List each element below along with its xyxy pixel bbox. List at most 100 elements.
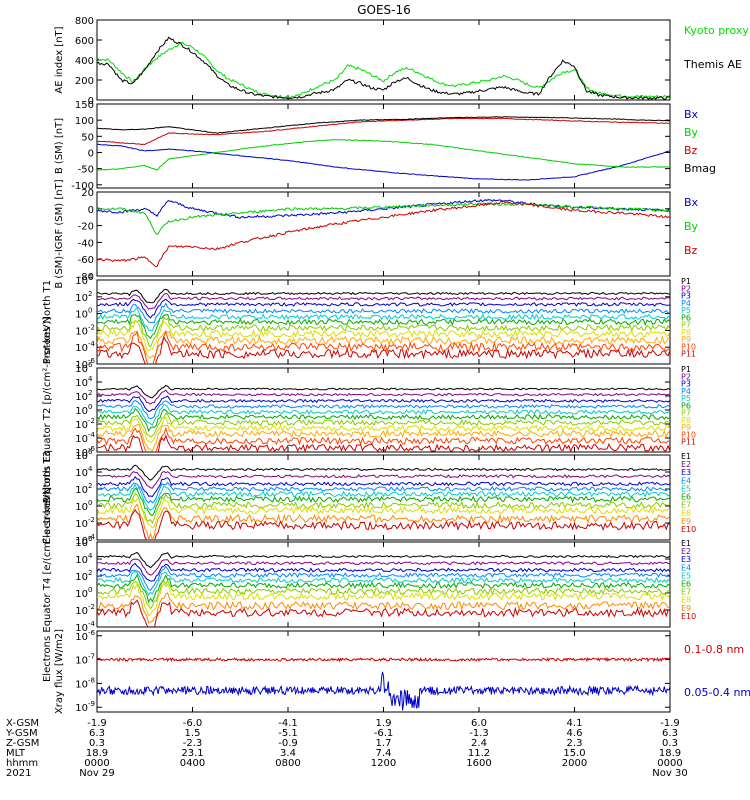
channel-line-p7 xyxy=(97,412,670,438)
legend-p1: P1 xyxy=(681,277,691,286)
y-tick-label: 10 xyxy=(75,392,88,403)
legend-p9: P9 xyxy=(681,335,691,344)
ephem-value: 7.4 xyxy=(376,748,392,759)
legend-p4: P4 xyxy=(681,387,691,396)
legend-p1: P1 xyxy=(681,365,691,374)
channel-line-e8 xyxy=(97,497,670,529)
channel-line-e1 xyxy=(97,551,670,569)
y-tick-label: 50 xyxy=(81,132,94,143)
legend-by: By xyxy=(684,220,699,233)
legend-by: By xyxy=(684,126,699,139)
ephem-value: 11.2 xyxy=(468,748,490,759)
legend-e8: E8 xyxy=(681,509,691,518)
y-tick-label: 0 xyxy=(88,205,94,216)
ephem-value: -6.1 xyxy=(374,728,394,739)
y-tick-exponent: 6 xyxy=(88,535,93,543)
channel-line-e3 xyxy=(97,562,670,582)
y-tick-label: 10 xyxy=(75,485,88,496)
y-axis-label: B (SM)-IGRF (SM) [nT] xyxy=(54,179,65,288)
ephem-value: -1.3 xyxy=(469,728,489,739)
legend-kyoto-proxy-ae: Kyoto proxy AE xyxy=(684,24,750,37)
ephem-value: 1200 xyxy=(371,758,396,769)
channel-line-e6 xyxy=(97,487,670,517)
ephem-value: 1.7 xyxy=(376,738,392,749)
y-tick-label: 600 xyxy=(75,36,94,47)
legend-p7: P7 xyxy=(681,409,691,418)
plot-area xyxy=(97,36,670,100)
channel-line-e2 xyxy=(97,558,670,576)
ephem-value: 2.3 xyxy=(567,738,583,749)
plot-area xyxy=(97,198,670,268)
ephem-value: 0000 xyxy=(657,758,682,769)
ephem-value: 6.0 xyxy=(471,718,487,729)
y-tick-label: 10 xyxy=(75,468,88,479)
y-tick-exponent: 6 xyxy=(88,448,93,456)
ephem-row-label: Y-GSM xyxy=(5,728,38,739)
ephem-value: 0400 xyxy=(180,758,205,769)
legend-e5: E5 xyxy=(681,484,691,493)
y-tick-label: 10 xyxy=(75,360,88,371)
panel-frame xyxy=(96,19,671,101)
ephem-value: -5.1 xyxy=(278,728,298,739)
legend-0-1-0-8-nm: 0.1-0.8 nm xyxy=(684,643,744,656)
y-tick-label: 10 xyxy=(75,406,88,417)
channel-line-p6 xyxy=(97,313,670,340)
y-tick-exponent: -4 xyxy=(88,620,96,628)
y-tick-label: 10 xyxy=(75,434,88,445)
legend-e7: E7 xyxy=(681,588,691,597)
y-tick-label: 10 xyxy=(75,448,88,459)
y-tick-label: 10 xyxy=(75,364,88,375)
channel-line-e8 xyxy=(97,581,670,617)
y-tick-label: 20 xyxy=(81,188,94,199)
channel-line-p3 xyxy=(97,395,670,412)
legend-bz: Bz xyxy=(684,144,698,157)
ephem-row-label: 2021 xyxy=(6,768,31,779)
legend-e1: E1 xyxy=(681,539,691,548)
series-line-xray-1 xyxy=(97,671,670,711)
y-tick-label: 10 xyxy=(75,378,88,389)
plot-area xyxy=(97,384,670,452)
legend-e6: E6 xyxy=(681,580,691,589)
y-tick-label: -60 xyxy=(78,255,94,266)
legend-p2: P2 xyxy=(681,284,691,293)
channel-line-e4 xyxy=(97,481,670,504)
legend-p5: P5 xyxy=(681,394,691,403)
y-tick-label: 10 xyxy=(75,519,88,530)
channel-line-e9 xyxy=(97,592,670,624)
panel-frame xyxy=(96,541,671,628)
legend-bmag: Bmag xyxy=(684,162,716,175)
y-tick-label: 10 xyxy=(75,589,88,600)
y-tick-label: -100 xyxy=(71,181,94,192)
channel-line-e1 xyxy=(97,464,670,481)
legend-p4: P4 xyxy=(681,299,691,308)
legend-e10: E10 xyxy=(681,612,696,621)
ephem-value: 0.3 xyxy=(89,738,105,749)
channel-line-p11 xyxy=(97,434,670,452)
channel-line-e2 xyxy=(97,470,670,489)
channel-line-p5 xyxy=(97,307,670,331)
y-tick-label: 10 xyxy=(75,632,88,643)
y-tick-label: 10 xyxy=(75,606,88,617)
ephem-value: 3.4 xyxy=(280,748,296,759)
y-tick-exponent: -2 xyxy=(88,516,95,524)
y-tick-label: 100 xyxy=(75,116,94,127)
y-tick-label: -20 xyxy=(78,222,94,233)
ephem-value: -4.1 xyxy=(278,718,298,729)
y-tick-label: 10 xyxy=(75,623,88,634)
y-tick-label: 10 xyxy=(75,536,88,547)
legend-e7: E7 xyxy=(681,501,691,510)
y-tick-exponent: 0 xyxy=(88,499,92,507)
legend-e2: E2 xyxy=(681,547,691,556)
ephem-value: 6.3 xyxy=(89,728,105,739)
y-tick-exponent: 0 xyxy=(88,403,92,411)
y-tick-label: 10 xyxy=(75,451,88,462)
legend-e3: E3 xyxy=(681,555,691,564)
channel-line-e6 xyxy=(97,573,670,604)
plot-area xyxy=(97,116,670,181)
